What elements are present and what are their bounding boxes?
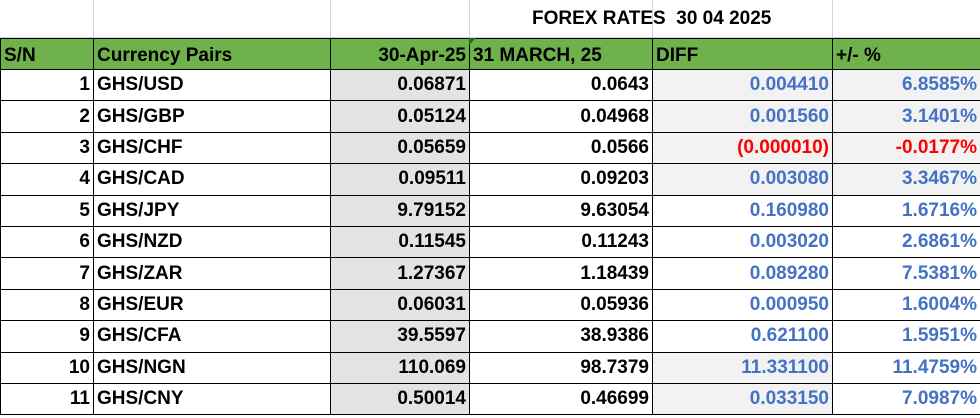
- cell-sn[interactable]: 1: [0, 68, 94, 102]
- cell-apr-rate[interactable]: 0.05124: [330, 100, 470, 133]
- header-apr-rate[interactable]: 30-Apr-25: [330, 38, 470, 70]
- table-row: 2 GHS/GBP 0.05124 0.04968 0.001560 3.1401%: [0, 100, 980, 133]
- cell-sn[interactable]: 6: [0, 225, 94, 259]
- cell-percent[interactable]: 1.6716%: [832, 194, 980, 227]
- cell-apr-rate[interactable]: 110.069: [330, 351, 470, 384]
- table-row: 6 GHS/NZD 0.11545 0.11243 0.003020 2.6861%: [0, 225, 980, 259]
- cell-march-rate[interactable]: 0.09203: [469, 163, 653, 196]
- cell-percent[interactable]: 6.8585%: [832, 68, 980, 102]
- table-row: 11 GHS/CNY 0.50014 0.46699 0.033150 7.0987%: [0, 382, 980, 416]
- cell-percent[interactable]: 3.3467%: [832, 163, 980, 196]
- cell-diff[interactable]: 0.001560: [652, 100, 833, 133]
- cell-apr-rate[interactable]: 0.06871: [330, 68, 470, 102]
- header-currency-pairs[interactable]: Currency Pairs: [93, 38, 331, 70]
- cell-march-rate[interactable]: 9.63054: [469, 194, 653, 227]
- cell-currency-pair[interactable]: GHS/GBP: [93, 100, 331, 133]
- cell-diff[interactable]: 0.003020: [652, 225, 833, 259]
- gridline: [93, 0, 94, 38]
- table-row: 5 GHS/JPY 9.79152 9.63054 0.160980 1.6716%: [0, 194, 980, 227]
- forex-table: S/N Currency Pairs 30-Apr-25 31 MARCH, 2…: [0, 38, 980, 416]
- cell-apr-rate[interactable]: 0.50014: [330, 382, 470, 416]
- table-row: 8 GHS/EUR 0.06031 0.05936 0.000950 1.6004%: [0, 288, 980, 322]
- cell-sn[interactable]: 11: [0, 382, 94, 416]
- table-row: 1 GHS/USD 0.06871 0.0643 0.004410 6.8585%: [0, 68, 980, 102]
- cell-currency-pair[interactable]: GHS/NGN: [93, 351, 331, 384]
- cell-diff[interactable]: (0.000010): [652, 131, 833, 165]
- cell-percent[interactable]: 7.5381%: [832, 257, 980, 290]
- title-row: FOREX RATES 30 04 2025: [0, 0, 980, 38]
- cell-apr-rate[interactable]: 39.5597: [330, 320, 470, 353]
- cell-currency-pair[interactable]: GHS/NZD: [93, 225, 331, 259]
- cell-diff[interactable]: 0.160980: [652, 194, 833, 227]
- cell-apr-rate[interactable]: 1.27367: [330, 257, 470, 290]
- cell-currency-pair[interactable]: GHS/CNY: [93, 382, 331, 416]
- cell-percent[interactable]: 1.6004%: [832, 288, 980, 322]
- cell-march-rate[interactable]: 0.46699: [469, 382, 653, 416]
- cell-march-rate[interactable]: 0.0643: [469, 68, 653, 102]
- cell-diff[interactable]: 0.621100: [652, 320, 833, 353]
- cell-apr-rate[interactable]: 0.11545: [330, 225, 470, 259]
- cell-sn[interactable]: 7: [0, 257, 94, 290]
- cell-percent[interactable]: 1.5951%: [832, 320, 980, 353]
- cell-sn[interactable]: 10: [0, 351, 94, 384]
- cell-sn[interactable]: 5: [0, 194, 94, 227]
- cell-currency-pair[interactable]: GHS/ZAR: [93, 257, 331, 290]
- cell-diff[interactable]: 0.003080: [652, 163, 833, 196]
- cell-apr-rate[interactable]: 0.06031: [330, 288, 470, 322]
- header-sn[interactable]: S/N: [0, 38, 94, 70]
- cell-currency-pair[interactable]: GHS/JPY: [93, 194, 331, 227]
- cell-diff[interactable]: 0.033150: [652, 382, 833, 416]
- cell-march-rate[interactable]: 38.9386: [469, 320, 653, 353]
- cell-march-rate[interactable]: 0.04968: [469, 100, 653, 133]
- table-row: 9 GHS/CFA 39.5597 38.9386 0.621100 1.5951%: [0, 320, 980, 353]
- gridline: [652, 0, 653, 38]
- header-row: S/N Currency Pairs 30-Apr-25 31 MARCH, 2…: [0, 38, 980, 70]
- table-row: 10 GHS/NGN 110.069 98.7379 11.331100 11.4759%: [0, 351, 980, 384]
- gridline: [330, 0, 331, 38]
- cell-sn[interactable]: 8: [0, 288, 94, 322]
- table-row: 4 GHS/CAD 0.09511 0.09203 0.003080 3.3467%: [0, 163, 980, 196]
- cell-apr-rate[interactable]: 0.09511: [330, 163, 470, 196]
- header-percent[interactable]: +/- %: [832, 38, 980, 70]
- cell-percent[interactable]: -0.0177%: [832, 131, 980, 165]
- cell-march-rate[interactable]: 0.11243: [469, 225, 653, 259]
- cell-apr-rate[interactable]: 0.05659: [330, 131, 470, 165]
- cell-sn[interactable]: 4: [0, 163, 94, 196]
- cell-diff[interactable]: 0.000950: [652, 288, 833, 322]
- cell-currency-pair[interactable]: GHS/USD: [93, 68, 331, 102]
- cell-diff[interactable]: 0.004410: [652, 68, 833, 102]
- cell-comment-marker: [469, 38, 476, 45]
- cell-diff[interactable]: 11.331100: [652, 351, 833, 384]
- cell-march-rate[interactable]: 0.05936: [469, 288, 653, 322]
- cell-sn[interactable]: 9: [0, 320, 94, 353]
- cell-percent[interactable]: 2.6861%: [832, 225, 980, 259]
- cell-percent[interactable]: 7.0987%: [832, 382, 980, 416]
- cell-currency-pair[interactable]: GHS/CHF: [93, 131, 331, 165]
- cell-diff[interactable]: 0.089280: [652, 257, 833, 290]
- gridline: [832, 0, 833, 38]
- table-row: 3 GHS/CHF 0.05659 0.0566 (0.000010) -0.0177%: [0, 131, 980, 165]
- cell-percent[interactable]: 11.4759%: [832, 351, 980, 384]
- cell-sn[interactable]: 3: [0, 131, 94, 165]
- header-diff[interactable]: DIFF: [652, 38, 833, 70]
- sheet-title[interactable]: FOREX RATES 30 04 2025: [532, 8, 772, 29]
- cell-march-rate[interactable]: 98.7379: [469, 351, 653, 384]
- header-march-rate[interactable]: 31 MARCH, 25: [469, 38, 653, 70]
- cell-currency-pair[interactable]: GHS/CAD: [93, 163, 331, 196]
- cell-march-rate[interactable]: 1.18439: [469, 257, 653, 290]
- table-row: 7 GHS/ZAR 1.27367 1.18439 0.089280 7.5381%: [0, 257, 980, 290]
- cell-march-rate[interactable]: 0.0566: [469, 131, 653, 165]
- cell-percent[interactable]: 3.1401%: [832, 100, 980, 133]
- cell-apr-rate[interactable]: 9.79152: [330, 194, 470, 227]
- cell-sn[interactable]: 2: [0, 100, 94, 133]
- gridline: [469, 0, 470, 38]
- cell-currency-pair[interactable]: GHS/CFA: [93, 320, 331, 353]
- cell-currency-pair[interactable]: GHS/EUR: [93, 288, 331, 322]
